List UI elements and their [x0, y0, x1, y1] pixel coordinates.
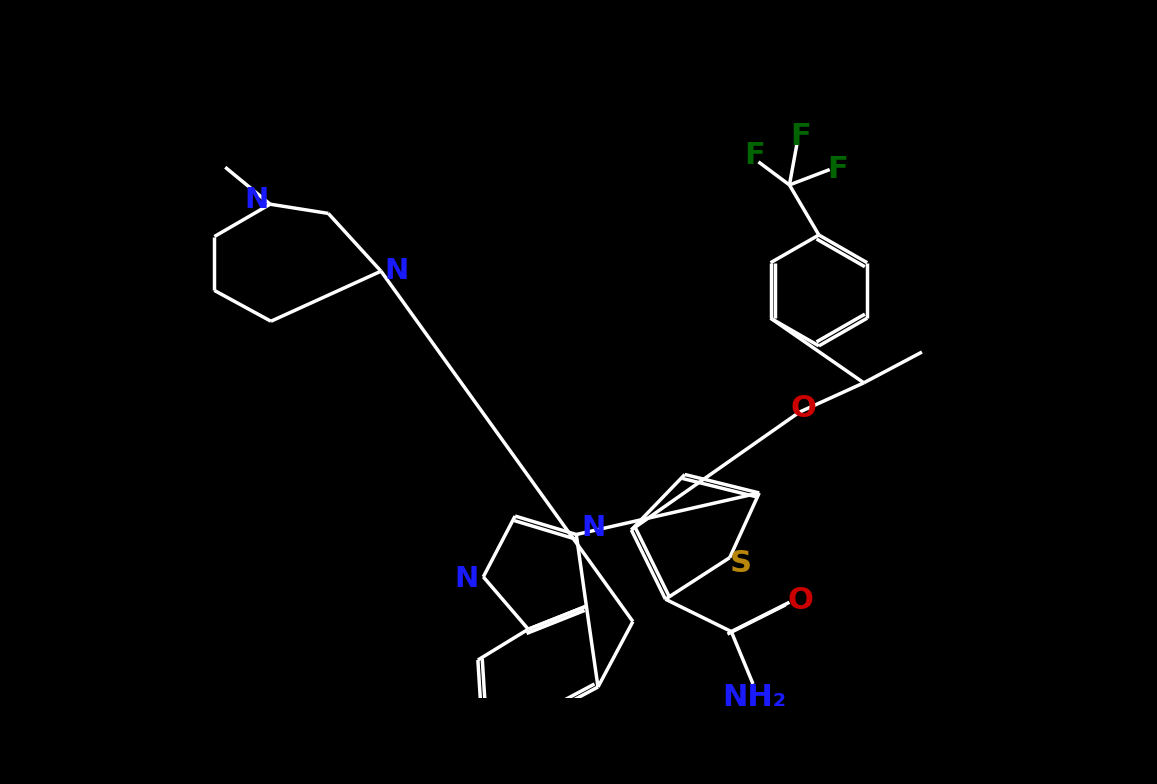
Text: S: S [730, 550, 752, 579]
Text: O: O [790, 394, 817, 423]
Text: O: O [787, 586, 813, 615]
Text: N: N [384, 257, 408, 285]
Text: F: F [744, 141, 765, 170]
Text: F: F [790, 122, 811, 151]
Text: N: N [455, 565, 478, 593]
Text: F: F [827, 155, 848, 184]
Text: N: N [581, 514, 605, 543]
Text: N: N [244, 187, 268, 214]
Text: NH₂: NH₂ [722, 684, 787, 712]
